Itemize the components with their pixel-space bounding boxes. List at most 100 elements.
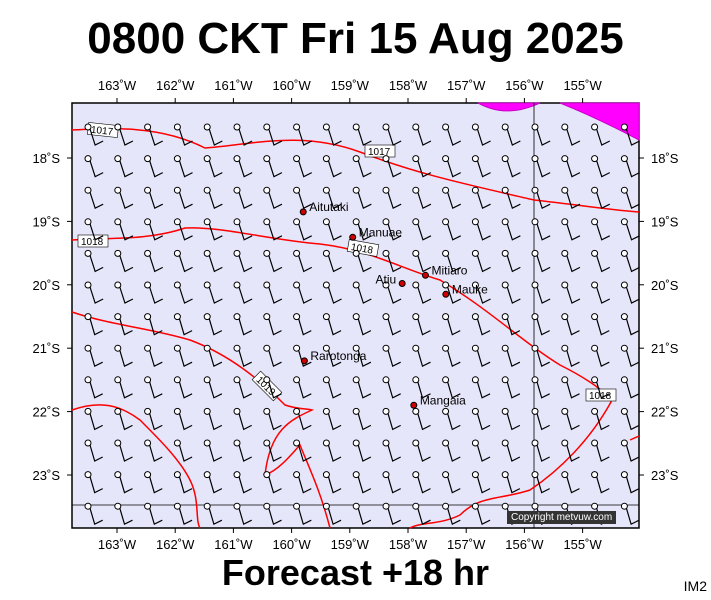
wind-barb bbox=[620, 281, 640, 304]
wind-barb bbox=[442, 439, 461, 462]
lat-tick-label: 18˚S bbox=[651, 151, 679, 166]
wind-barb bbox=[84, 439, 103, 462]
image-code: IM2 bbox=[683, 578, 707, 594]
wind-barb bbox=[531, 439, 550, 462]
wind-barb bbox=[501, 281, 521, 304]
wind-barb bbox=[84, 407, 103, 431]
wind-barb bbox=[561, 376, 580, 399]
lat-tick-label: 19˚S bbox=[651, 214, 679, 229]
wind-barb bbox=[531, 281, 551, 304]
wind-barb bbox=[382, 249, 402, 273]
wind-barb bbox=[620, 471, 640, 494]
place-rarotonga: Rarotonga bbox=[300, 349, 367, 365]
wind-barb bbox=[561, 155, 581, 178]
wind-barb bbox=[442, 502, 461, 526]
wind-barb bbox=[203, 376, 223, 399]
place-markers: Aitutaki Manuae Atiu Mitiaro Mauke Rarotonga M… bbox=[299, 200, 488, 409]
wind-barb bbox=[561, 249, 581, 273]
wind-barb bbox=[173, 313, 193, 336]
wind-barb bbox=[173, 471, 193, 494]
lon-tick-label: 156˚W bbox=[505, 78, 544, 93]
wind-barb bbox=[114, 281, 134, 304]
wind-barb bbox=[382, 155, 402, 178]
wind-barb bbox=[322, 313, 342, 336]
wind-barb bbox=[263, 439, 282, 462]
wind-barb bbox=[471, 186, 491, 210]
wind-barb bbox=[322, 218, 342, 241]
wind-barb bbox=[233, 313, 252, 336]
wind-barb bbox=[173, 186, 193, 210]
place-atiu: Atiu bbox=[375, 273, 406, 288]
wind-barb bbox=[501, 344, 521, 368]
wind-barb bbox=[620, 502, 640, 526]
lat-tick-label: 19˚S bbox=[33, 214, 61, 229]
place-label: Mauke bbox=[452, 282, 488, 296]
wind-barb bbox=[620, 186, 640, 210]
wind-barb bbox=[382, 313, 401, 336]
forecast-label: Forecast +18 hr bbox=[221, 552, 490, 593]
wind-barb bbox=[591, 344, 610, 368]
wind-barb bbox=[263, 249, 283, 273]
wind-barb bbox=[501, 471, 521, 494]
wind-barb bbox=[591, 281, 611, 304]
wind-barb bbox=[173, 249, 193, 273]
wind-barb bbox=[203, 218, 223, 241]
wind-barb bbox=[412, 281, 432, 304]
wind-barb bbox=[382, 123, 402, 146]
wind-barb bbox=[471, 471, 491, 494]
wind-barb bbox=[471, 249, 491, 273]
wind-barb bbox=[84, 471, 103, 494]
wind-barb bbox=[620, 376, 640, 399]
wind-barb bbox=[591, 407, 610, 431]
wind-barb bbox=[412, 218, 432, 241]
wind-barb bbox=[293, 313, 312, 336]
wind-barb bbox=[203, 344, 223, 368]
wind-barb bbox=[233, 281, 253, 304]
wind-barb bbox=[531, 407, 550, 431]
wind-barb bbox=[322, 471, 342, 494]
wind-barb bbox=[561, 218, 581, 241]
wind-barb bbox=[531, 376, 550, 399]
wind-barb bbox=[114, 344, 133, 368]
wind-barb bbox=[471, 123, 491, 146]
wind-barb bbox=[84, 218, 104, 241]
wind-barb bbox=[322, 281, 342, 304]
wind-barb bbox=[84, 281, 104, 304]
wind-barb bbox=[263, 471, 282, 494]
lat-tick-label: 23˚S bbox=[33, 468, 61, 483]
wind-barb bbox=[84, 123, 104, 146]
pressure-highlight-left bbox=[477, 102, 541, 112]
place-label: Mitiaro bbox=[431, 263, 467, 277]
axis-ticks: 163˚W 163˚W 162˚W 162˚W 161˚W 161˚W 160˚W 160˚W… bbox=[33, 78, 679, 552]
wind-barb bbox=[531, 186, 551, 210]
wind-barb bbox=[293, 186, 313, 210]
wind-barb bbox=[561, 407, 580, 431]
lat-tick-label: 21˚S bbox=[33, 341, 61, 356]
wind-barb bbox=[263, 123, 283, 146]
wind-barb bbox=[322, 439, 342, 462]
wind-barb bbox=[322, 155, 342, 178]
wind-barb bbox=[263, 313, 282, 336]
wind-barb bbox=[233, 502, 252, 526]
wind-barb bbox=[620, 344, 640, 368]
wind-barb bbox=[442, 471, 461, 494]
wind-barb bbox=[114, 439, 133, 462]
wind-barb bbox=[561, 471, 580, 494]
wind-barb bbox=[173, 281, 193, 304]
wind-barb bbox=[620, 313, 640, 336]
wind-barb bbox=[114, 155, 134, 178]
isobar-1019-south bbox=[71, 311, 331, 529]
lon-tick-label: 158˚W bbox=[389, 537, 428, 552]
wind-barb bbox=[352, 376, 372, 399]
wind-barb bbox=[620, 155, 640, 178]
wind-barb bbox=[591, 155, 611, 178]
lon-tick-label: 162˚W bbox=[156, 537, 195, 552]
wind-barb bbox=[412, 471, 431, 494]
wind-barb bbox=[233, 407, 252, 431]
wind-barb bbox=[173, 376, 193, 399]
place-label: Rarotonga bbox=[310, 349, 366, 363]
wind-barb bbox=[591, 471, 610, 494]
wind-barb bbox=[352, 155, 372, 178]
wind-barb bbox=[293, 376, 312, 399]
